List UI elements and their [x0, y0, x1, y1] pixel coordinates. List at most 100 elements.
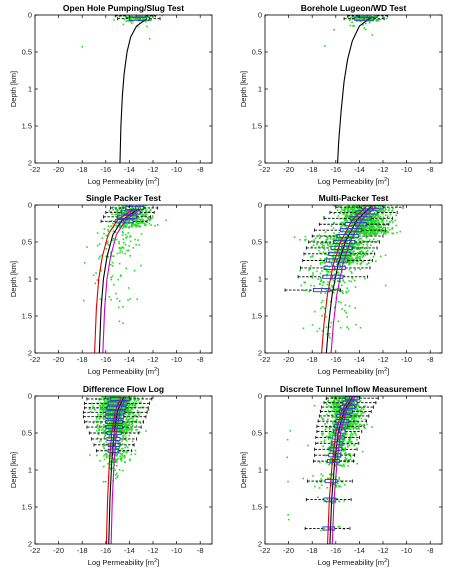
data-point [113, 396, 115, 397]
data-point [371, 218, 374, 220]
data-point [358, 256, 361, 258]
data-point [92, 274, 95, 276]
data-point [309, 256, 312, 258]
data-point [343, 218, 345, 220]
data-point [356, 259, 358, 261]
data-point [332, 279, 335, 282]
data-point [354, 215, 357, 217]
x-tick-label: -16 [100, 546, 111, 555]
data-point [336, 405, 339, 408]
data-point [105, 398, 108, 401]
x-tick-label: -16 [100, 355, 111, 364]
data-point [370, 227, 373, 229]
data-point [380, 229, 383, 231]
data-point [336, 252, 339, 254]
data-point [339, 445, 342, 448]
data-point [350, 407, 353, 409]
data-point [128, 398, 130, 401]
data-point [98, 257, 100, 260]
data-point [329, 271, 332, 273]
data-point [320, 484, 323, 487]
data-point [334, 464, 336, 467]
data-point [341, 411, 343, 414]
data-point [362, 216, 365, 219]
data-point [339, 430, 341, 433]
data-point [331, 443, 334, 446]
data-point [353, 253, 355, 256]
data-point [352, 258, 355, 261]
x-tick-label: -22 [30, 165, 41, 174]
data-point [111, 402, 114, 404]
data-point [374, 207, 377, 209]
data-point [341, 291, 344, 293]
data-point [346, 231, 349, 234]
data-point [135, 424, 138, 427]
data-point [119, 420, 121, 422]
data-point [126, 416, 128, 419]
data-point [110, 432, 112, 435]
data-point [339, 326, 342, 329]
data-point [134, 15, 137, 17]
data-point [322, 418, 325, 421]
data-point [324, 288, 327, 290]
data-point [321, 479, 323, 482]
data-point [343, 396, 345, 399]
data-point [307, 444, 309, 447]
data-point [358, 209, 360, 211]
data-point [342, 292, 344, 295]
panel-title: Difference Flow Log [83, 384, 164, 394]
data-point [105, 405, 108, 408]
data-point [342, 396, 344, 397]
box-whisker [302, 258, 373, 263]
data-point [324, 251, 327, 254]
data-point [377, 212, 379, 214]
x-axis-label-main: Log Permeability [m [88, 177, 154, 186]
data-point [351, 424, 353, 427]
data-point [120, 460, 123, 462]
data-point [118, 216, 121, 219]
data-point [127, 414, 130, 416]
data-point [117, 406, 119, 408]
data-point [356, 243, 359, 245]
data-point [352, 252, 355, 255]
data-point [125, 267, 127, 270]
data-point [325, 268, 328, 270]
data-point [99, 409, 102, 411]
data-point [359, 415, 361, 418]
data-point [96, 244, 99, 247]
data-point [122, 412, 124, 414]
data-point [340, 267, 343, 269]
data-point [327, 409, 330, 412]
data-point [346, 206, 348, 208]
data-point [343, 225, 346, 227]
data-point [122, 421, 124, 424]
data-point [323, 262, 326, 264]
data-point [366, 245, 369, 247]
data-point [352, 396, 355, 399]
data-point [329, 336, 331, 339]
data-point [112, 283, 115, 286]
data-point [114, 469, 116, 472]
data-point [319, 236, 321, 239]
data-point [357, 209, 360, 212]
data-point [121, 251, 124, 253]
x-tick-label: -14 [354, 355, 365, 364]
data-point [114, 406, 117, 409]
data-point [354, 404, 357, 406]
data-point [123, 205, 125, 207]
data-point [141, 212, 143, 215]
data-point [347, 418, 349, 420]
data-point [369, 215, 372, 217]
data-point [102, 445, 105, 448]
data-point [148, 223, 151, 225]
data-point [111, 447, 113, 450]
data-point [342, 222, 345, 225]
data-point [366, 218, 369, 220]
data-point [338, 414, 341, 417]
data-point [357, 239, 360, 241]
data-point [137, 239, 139, 241]
data-point [110, 399, 112, 401]
data-point [369, 244, 372, 247]
data-point [322, 275, 325, 277]
data-point [115, 472, 118, 475]
